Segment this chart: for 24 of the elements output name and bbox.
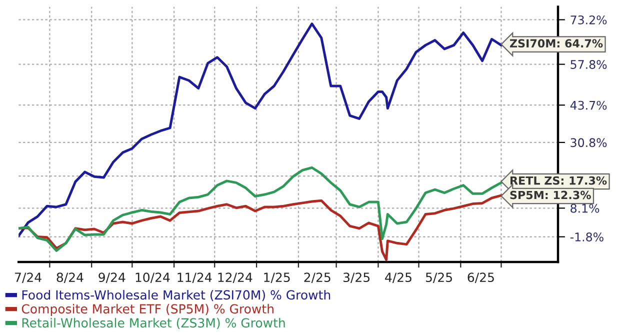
y-tick-label: 43.7% [570,100,607,110]
y-tick-label: 57.8% [570,60,607,69]
y-tick-label: 8.1% [570,204,600,213]
y-tick-label: 73.2% [570,15,607,24]
x-tick-label: 5/25 [426,272,452,284]
annotation: RETL ZS: 17.3% [510,176,607,185]
annotation: SP5M: 12.3% [510,190,591,200]
x-tick-label: 7/24 [15,272,42,284]
x-tick-label: 11/24 [178,272,212,284]
y-tick-label: -1.8% [570,232,604,242]
legend-label: Food Items-Wholesale Market (ZSI70M) % Growth [22,290,330,302]
x-tick-label: 4/25 [385,272,412,284]
x-tick-label: 9/24 [98,272,126,284]
x-tick-label: 1/25 [264,272,290,284]
y-tick-label: 30.8% [570,138,607,148]
legend-label: Retail-Wholesale Market (ZS3M) % Growth [22,318,285,330]
x-tick-label: 12/24 [218,272,252,284]
x-tick-label: 3/25 [343,272,370,284]
legend-label: Composite Market ETF (SP5M) % Growth [22,304,274,316]
annotation: ZSI70M: 64.7% [510,39,603,48]
x-tick-label: 6/25 [468,272,494,284]
x-tick-label: 8/24 [56,272,84,284]
x-tick-label: 10/24 [136,272,170,284]
x-tick-label: 2/25 [304,272,330,284]
